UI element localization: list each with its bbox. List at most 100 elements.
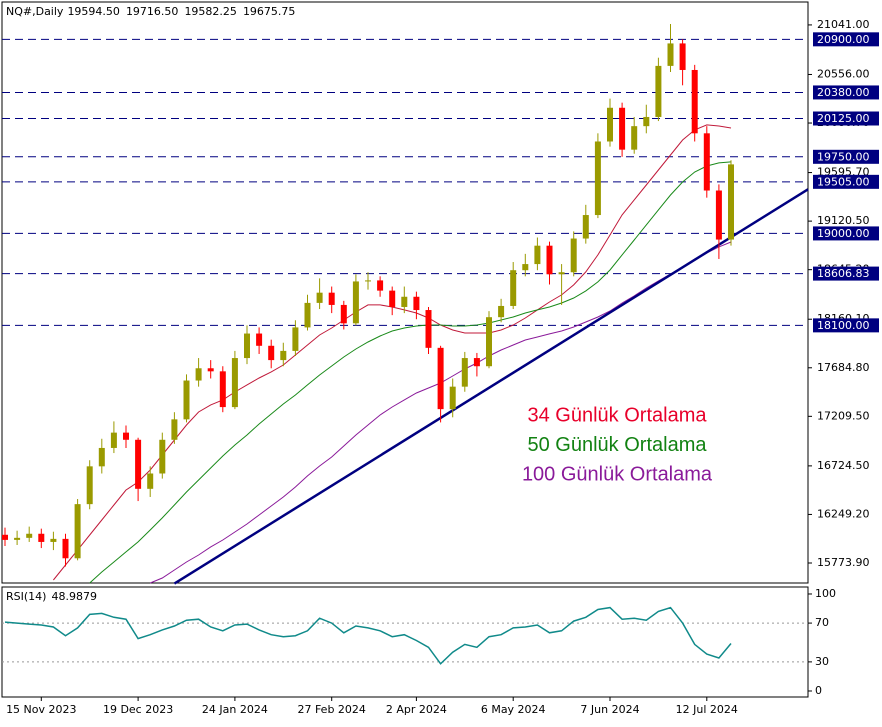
level-label: 20380.00 bbox=[817, 86, 870, 99]
candle-body bbox=[280, 350, 287, 361]
candle-body bbox=[2, 534, 8, 540]
candle-body bbox=[14, 537, 21, 540]
level-label: 20900.00 bbox=[817, 33, 870, 46]
candle-body bbox=[570, 238, 577, 273]
y-tick-label: 21041.00 bbox=[817, 18, 870, 31]
candle-body bbox=[413, 296, 420, 311]
candle-body bbox=[655, 65, 662, 117]
level-label: 19505.00 bbox=[817, 175, 870, 188]
candle-body bbox=[135, 439, 142, 489]
legend-entry: 50 Günlük Ortalama bbox=[528, 434, 708, 456]
level-box bbox=[813, 111, 879, 126]
rsi-tick-label: 0 bbox=[815, 684, 822, 697]
rsi-title: RSI(14) bbox=[6, 590, 46, 603]
x-tick-label: 15 Nov 2023 bbox=[6, 703, 76, 716]
y-tick-label: 19120.50 bbox=[817, 214, 870, 227]
candle-body bbox=[159, 439, 166, 474]
candle-body bbox=[110, 432, 117, 448]
candle-body bbox=[703, 133, 710, 191]
candle-body bbox=[498, 305, 505, 318]
candle-body bbox=[147, 473, 154, 489]
header-value: 19716.50 bbox=[126, 5, 179, 18]
candle-body bbox=[534, 245, 541, 265]
level-box bbox=[813, 174, 879, 189]
candle-body bbox=[679, 43, 686, 70]
x-tick-label: 12 Jul 2024 bbox=[676, 703, 738, 716]
x-tick-label: 27 Feb 2024 bbox=[297, 703, 365, 716]
trendline bbox=[173, 188, 809, 585]
rsi-tick-label: 30 bbox=[815, 655, 829, 668]
x-tick-label: 6 May 2024 bbox=[481, 703, 546, 716]
x-tick-label: 24 Jan 2024 bbox=[202, 703, 268, 716]
candle-body bbox=[715, 190, 722, 240]
candle-body bbox=[123, 432, 129, 440]
candle-body bbox=[74, 504, 81, 559]
candle-body bbox=[292, 327, 299, 351]
candle-body bbox=[304, 302, 311, 328]
header-value: 19594.50 bbox=[67, 5, 120, 18]
level-label: 20125.00 bbox=[817, 112, 870, 125]
level-box bbox=[813, 32, 879, 47]
legend-entry: 100 Günlük Ortalama bbox=[522, 463, 713, 485]
candle-body bbox=[171, 419, 178, 440]
candle-body bbox=[425, 310, 432, 348]
candle-body bbox=[401, 296, 408, 307]
level-box bbox=[813, 149, 879, 164]
legend-entry: 34 Günlük Ortalama bbox=[528, 404, 708, 426]
candle-body bbox=[619, 107, 626, 150]
rsi-tick-label: 100 bbox=[815, 587, 836, 600]
candle-body bbox=[86, 466, 93, 505]
candle-body bbox=[231, 358, 238, 408]
candle-body bbox=[582, 215, 589, 239]
candle-body bbox=[195, 368, 202, 381]
header-value: 19582.25 bbox=[184, 5, 237, 18]
level-box bbox=[813, 226, 879, 241]
candle-body bbox=[558, 272, 565, 275]
candle-body bbox=[183, 380, 190, 420]
y-tick-label: 17684.80 bbox=[817, 361, 870, 374]
candle-body bbox=[219, 371, 226, 408]
candle-body bbox=[207, 368, 214, 372]
moving-average-line bbox=[53, 124, 732, 581]
candle-body bbox=[461, 358, 468, 387]
level-label: 18100.00 bbox=[817, 319, 870, 332]
price-pane-frame bbox=[1, 1, 809, 584]
candle-body bbox=[316, 292, 323, 303]
candle-body bbox=[607, 107, 613, 142]
candle-body bbox=[594, 141, 601, 216]
candle-body bbox=[352, 281, 359, 324]
level-box bbox=[813, 85, 879, 100]
candle-body bbox=[631, 126, 638, 150]
x-tick-label: 7 Jun 2024 bbox=[580, 703, 639, 716]
candle-body bbox=[38, 533, 45, 542]
rsi-last-value: 48.9879 bbox=[51, 590, 97, 603]
candle-body bbox=[377, 280, 384, 291]
level-box bbox=[813, 318, 879, 333]
candle-body bbox=[26, 533, 33, 538]
rsi-pane-frame bbox=[1, 586, 809, 698]
y-tick-label: 16249.20 bbox=[817, 507, 870, 520]
moving-average-line bbox=[89, 161, 732, 584]
level-box bbox=[813, 266, 879, 281]
level-label: 19000.00 bbox=[817, 227, 870, 240]
rsi-line bbox=[4, 606, 732, 665]
candle-body bbox=[62, 538, 69, 559]
candle-body bbox=[256, 333, 263, 346]
candle-body bbox=[449, 386, 456, 410]
candle-body bbox=[522, 264, 529, 271]
candle-body bbox=[546, 245, 553, 275]
candle-body bbox=[691, 69, 698, 134]
candle-body bbox=[244, 333, 250, 359]
candle-body bbox=[437, 347, 444, 410]
candle-body bbox=[643, 116, 650, 127]
x-tick-label: 19 Dec 2023 bbox=[103, 703, 173, 716]
y-tick-label: 15773.90 bbox=[817, 556, 870, 569]
candle-body bbox=[728, 164, 734, 240]
y-tick-label: 16724.50 bbox=[817, 459, 870, 472]
candle-body bbox=[340, 304, 347, 324]
level-label: 19750.00 bbox=[817, 150, 870, 163]
candle-body bbox=[510, 270, 517, 306]
level-label: 18606.83 bbox=[817, 267, 870, 280]
